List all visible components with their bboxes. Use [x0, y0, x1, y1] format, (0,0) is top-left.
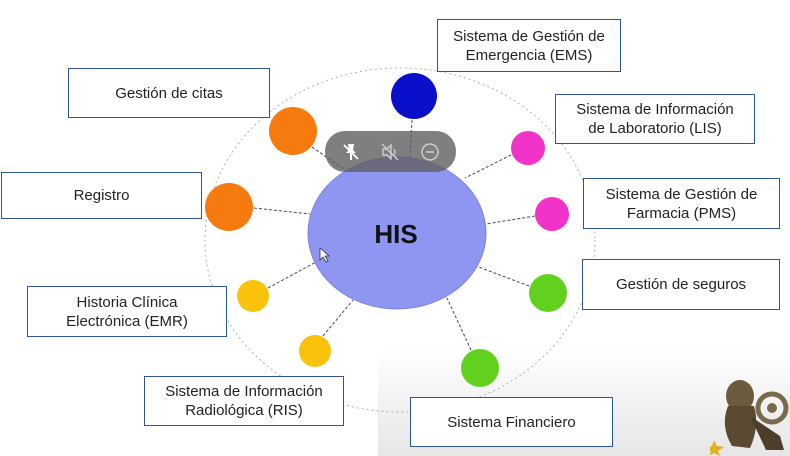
his-label: HIS	[374, 219, 417, 249]
node-dot-registro	[205, 183, 253, 231]
node-dot-ris	[299, 335, 331, 367]
node-dot-seguros	[529, 274, 567, 312]
node-box-ris: Sistema de Información Radiológica (RIS)	[144, 376, 344, 426]
node-box-ems: Sistema de Gestión de Emergencia (EMS)	[437, 19, 621, 72]
statue-figure	[710, 380, 789, 456]
node-box-pms: Sistema de Gestión de Farmacia (PMS)	[583, 178, 780, 229]
node-dot-pms	[535, 197, 569, 231]
node-dot-financiero	[461, 349, 499, 387]
link-financiero	[446, 297, 472, 351]
node-box-financiero: Sistema Financiero	[410, 397, 613, 447]
link-emr	[267, 261, 317, 289]
node-dot-lis	[511, 131, 545, 165]
pin-off-button[interactable]	[337, 138, 365, 166]
link-registro	[253, 207, 311, 215]
link-pms	[485, 215, 536, 225]
node-dots	[205, 73, 569, 387]
minus-circle-icon	[421, 142, 439, 161]
node-dot-ems	[391, 73, 437, 119]
link-seguros	[475, 265, 530, 287]
presentation-toolbar	[325, 131, 456, 172]
minus-button[interactable]	[416, 138, 444, 166]
node-box-seguros: Gestión de seguros	[582, 259, 780, 310]
node-box-lis: Sistema de Información de Laboratorio (L…	[555, 94, 755, 144]
outer-orbit	[204, 67, 596, 413]
mute-button[interactable]	[376, 138, 404, 166]
mute-icon	[381, 142, 399, 161]
node-box-emr: Historia Clínica Electrónica (EMR)	[27, 286, 227, 337]
node-box-citas: Gestión de citas	[68, 68, 270, 118]
link-ris	[322, 299, 354, 337]
cursor-icon	[319, 247, 331, 263]
node-box-registro: Registro	[1, 172, 202, 219]
pin-off-icon	[343, 143, 359, 160]
link-lis	[464, 154, 512, 179]
node-dot-emr	[237, 280, 269, 312]
node-dot-citas	[269, 107, 317, 155]
